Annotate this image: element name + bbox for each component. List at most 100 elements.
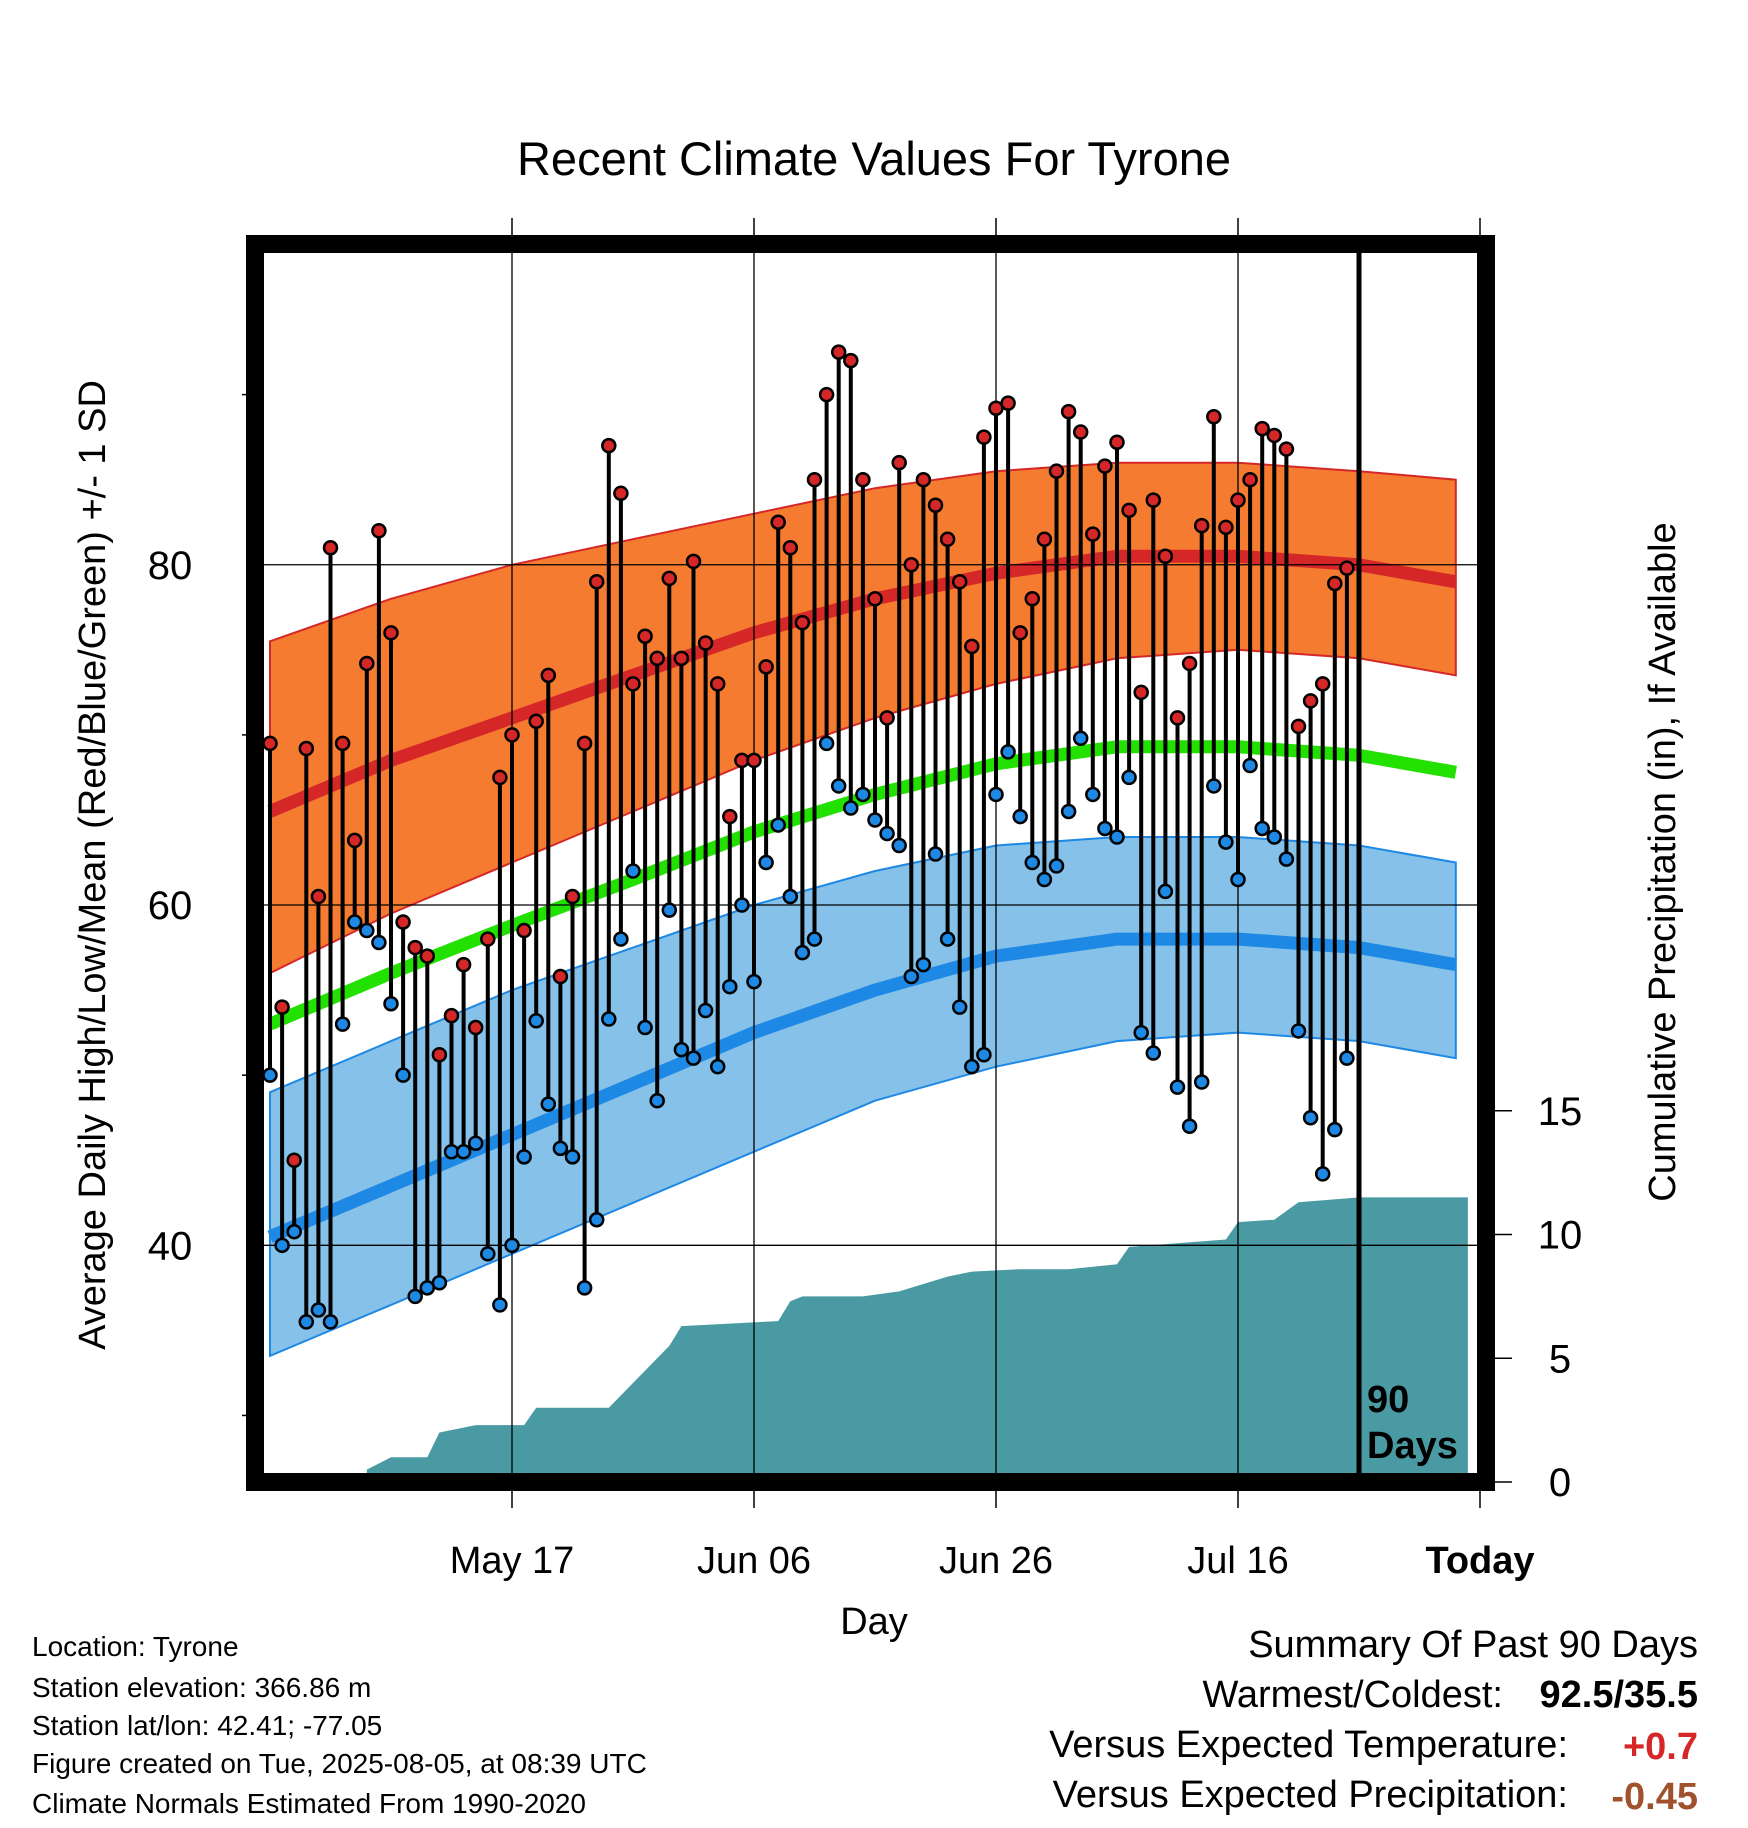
- daily-high-point: [649, 650, 665, 667]
- daily-low-point: [1290, 1023, 1307, 1039]
- daily-high-point: [431, 1047, 448, 1063]
- warm-cold-value: 92.5/35.5: [1539, 1674, 1698, 1716]
- daily-low-point: [734, 897, 750, 913]
- daily-high-point: [625, 676, 641, 692]
- daily-high-point: [528, 713, 544, 730]
- daily-high-point: [1036, 531, 1053, 547]
- daily-high-point: [867, 591, 883, 607]
- daily-high-point: [794, 614, 811, 631]
- y2-tick-label: 5: [1549, 1337, 1571, 1381]
- daily-high-point: [879, 710, 895, 726]
- daily-high-point: [843, 352, 859, 369]
- precip-anomaly-label: Versus Expected Precipitation:: [1052, 1774, 1568, 1816]
- y-tick-label: 60: [148, 884, 193, 928]
- daily-low-point: [480, 1246, 496, 1262]
- daily-high-point: [722, 808, 738, 825]
- daily-low-point: [1278, 851, 1295, 867]
- daily-low-point: [1339, 1050, 1355, 1066]
- x-tick-label: May 17: [450, 1540, 575, 1582]
- x-tick-label: Jun 06: [697, 1540, 811, 1582]
- x-tick-label: Jun 26: [939, 1540, 1053, 1582]
- daily-low-point: [673, 1041, 690, 1058]
- plot-frame: [246, 235, 1495, 1491]
- daily-high-point: [1157, 548, 1174, 564]
- daily-high-point: [964, 638, 980, 655]
- daily-low-point: [903, 968, 920, 985]
- daily-low-point: [1000, 744, 1016, 760]
- daily-low-point: [1048, 858, 1065, 874]
- daily-low-point: [564, 1149, 581, 1165]
- daily-low-point: [1302, 1109, 1319, 1126]
- daily-high-point: [346, 832, 363, 849]
- daily-low-point: [661, 902, 678, 918]
- daily-high-point: [564, 888, 581, 905]
- daily-high-point: [407, 939, 423, 956]
- daily-high-point: [601, 437, 617, 454]
- daily-low-point: [1060, 803, 1077, 820]
- daily-low-point: [262, 1067, 278, 1083]
- daily-high-point: [588, 574, 605, 590]
- daily-low-point: [1327, 1121, 1343, 1138]
- daily-high-point: [274, 999, 290, 1015]
- summary-title: Summary Of Past 90 Days: [1248, 1624, 1698, 1666]
- daily-low-point: [322, 1314, 339, 1330]
- daily-high-point: [1181, 655, 1198, 672]
- y-axis-label: Average Daily High/Low/Mean (Red/Blue/Gr…: [72, 380, 114, 1350]
- daily-low-point: [516, 1149, 532, 1165]
- daily-high-point: [467, 1019, 484, 1036]
- daily-low-point: [818, 735, 835, 752]
- y-tick-label: 80: [148, 544, 193, 588]
- daily-high-point: [1206, 408, 1222, 425]
- daily-low-point: [722, 978, 738, 995]
- daily-high-point: [1024, 591, 1041, 607]
- today-days-label: Days: [1367, 1425, 1458, 1467]
- daily-high-point: [286, 1152, 302, 1168]
- daily-low-point: [467, 1135, 484, 1151]
- daily-high-point: [1266, 427, 1283, 444]
- daily-low-point: [274, 1237, 290, 1254]
- daily-high-point: [830, 344, 847, 360]
- daily-low-point: [758, 854, 774, 871]
- daily-high-point: [1242, 471, 1258, 488]
- x-tick-label: Jul 16: [1187, 1540, 1288, 1582]
- daily-high-point: [697, 635, 714, 651]
- daily-low-point: [855, 786, 871, 803]
- daily-low-point: [1133, 1024, 1149, 1041]
- daily-low-point: [504, 1237, 520, 1254]
- daily-low-point: [1242, 757, 1258, 774]
- daily-high-point: [1000, 395, 1016, 411]
- daily-high-point: [310, 888, 327, 905]
- y2-tick-label: 15: [1538, 1090, 1583, 1134]
- daily-low-point: [915, 956, 932, 973]
- y2-axis-label: Cumulative Precipitation (in), If Availa…: [1642, 522, 1684, 1201]
- daily-high-point: [298, 740, 315, 757]
- daily-high-point: [951, 574, 968, 590]
- daily-high-point: [613, 485, 629, 502]
- daily-low-point: [1266, 829, 1283, 845]
- daily-high-point: [1097, 458, 1113, 474]
- daily-low-point: [540, 1096, 557, 1112]
- daily-high-point: [637, 628, 653, 644]
- daily-low-point: [1157, 883, 1174, 900]
- daily-low-point: [1181, 1118, 1198, 1134]
- daily-high-point: [1314, 676, 1331, 692]
- daily-low-point: [709, 1058, 726, 1075]
- daily-low-point: [359, 922, 375, 939]
- daily-high-point: [540, 667, 557, 684]
- daily-low-point: [431, 1274, 448, 1291]
- daily-high-point: [782, 539, 799, 556]
- precip-anomaly-value: -0.45: [1611, 1776, 1698, 1818]
- daily-low-point: [298, 1314, 315, 1330]
- daily-low-point: [976, 1047, 992, 1063]
- daily-high-point: [1145, 492, 1162, 508]
- daily-low-point: [286, 1223, 302, 1240]
- daily-high-point: [1230, 492, 1246, 508]
- daily-high-point: [1254, 420, 1270, 437]
- chart-title: Recent Climate Values For Tyrone: [517, 132, 1231, 185]
- daily-high-point: [492, 769, 508, 786]
- daily-high-point: [443, 1007, 460, 1024]
- daily-low-point: [576, 1280, 593, 1296]
- normals-label: Climate Normals Estimated From 1990-2020: [32, 1788, 586, 1819]
- daily-low-point: [685, 1050, 702, 1066]
